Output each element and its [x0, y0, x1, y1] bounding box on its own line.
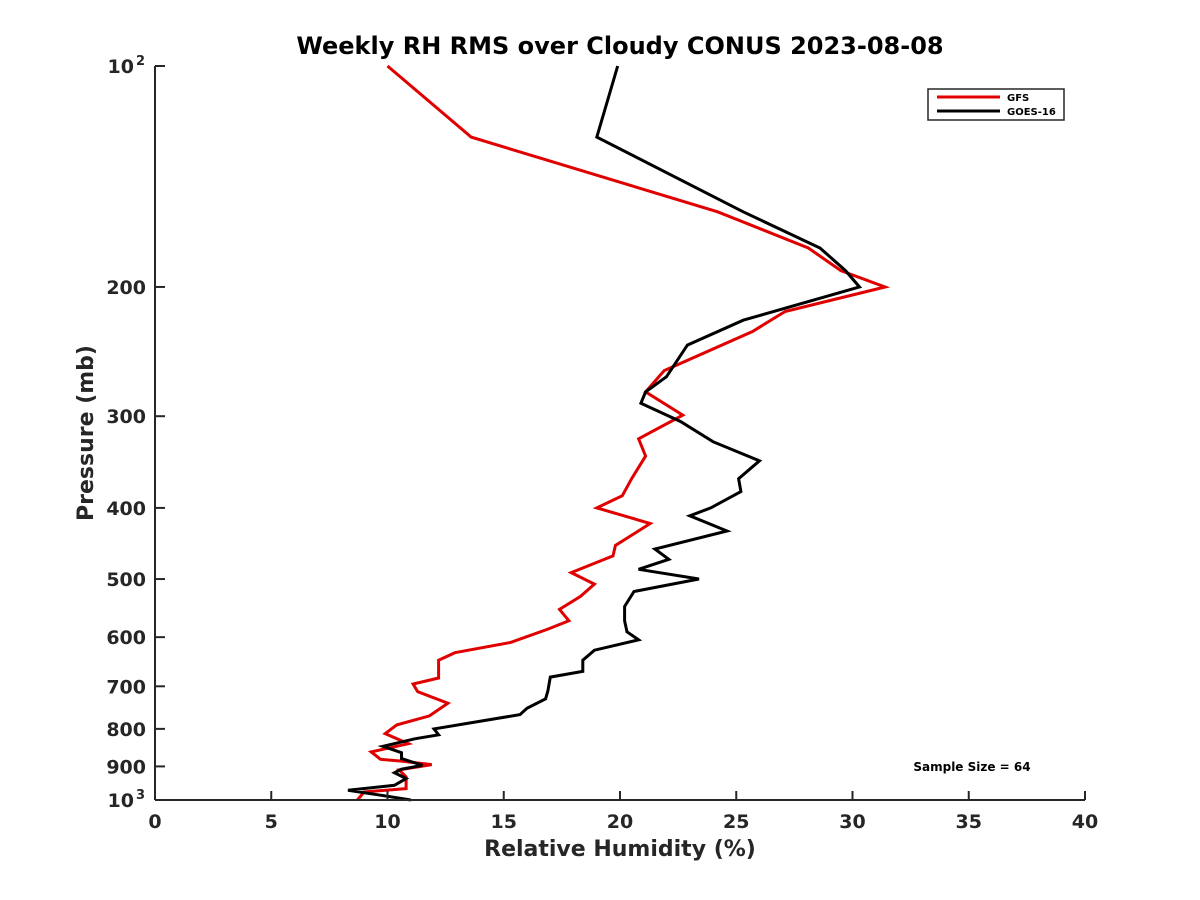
x-tick-label: 15 [491, 811, 517, 833]
series-line-gfs [356, 64, 891, 801]
y-tick-label: 800 [106, 719, 146, 741]
x-tick-label: 35 [956, 811, 982, 833]
legend-label: GFS [1007, 93, 1029, 104]
y-tick-label: 700 [106, 676, 146, 698]
y-tick-label: 500 [106, 569, 146, 591]
x-tick-label: 25 [723, 811, 749, 833]
series-layer [347, 64, 891, 802]
y-tick-label: 300 [106, 406, 146, 428]
y-tick-label: 600 [106, 627, 146, 649]
y-tick-label: 400 [106, 498, 146, 520]
y-tick-label: 200 [106, 277, 146, 299]
chart-title: Weekly RH RMS over Cloudy CONUS 2023-08-… [296, 32, 943, 60]
y-tick-label: 900 [106, 756, 146, 778]
x-tick-label: 10 [374, 811, 400, 833]
x-tick-label: 0 [148, 811, 161, 833]
sample-size-annotation: Sample Size = 64 [913, 760, 1030, 774]
legend: GFS GOES-16 [927, 88, 1065, 121]
x-tick-label: 5 [265, 811, 278, 833]
x-axis-label: Relative Humidity (%) [484, 837, 756, 862]
x-tick-label: 40 [1072, 811, 1098, 833]
series-line-goes-16 [347, 65, 863, 802]
legend-label: GOES-16 [1007, 107, 1056, 118]
x-tick-label: 20 [607, 811, 633, 833]
legend-box [927, 88, 1065, 121]
y-tick-exponent: 3 [136, 788, 145, 803]
x-tick-label: 30 [839, 811, 865, 833]
y-tick-exponent: 2 [136, 54, 145, 69]
y-axis-label: Pressure (mb) [74, 345, 99, 521]
y-tick-label: 10 [108, 56, 134, 78]
y-tick-label: 10 [108, 790, 134, 812]
x-ticks: 0 5 10 15 20 25 30 35 40 [148, 791, 1098, 833]
